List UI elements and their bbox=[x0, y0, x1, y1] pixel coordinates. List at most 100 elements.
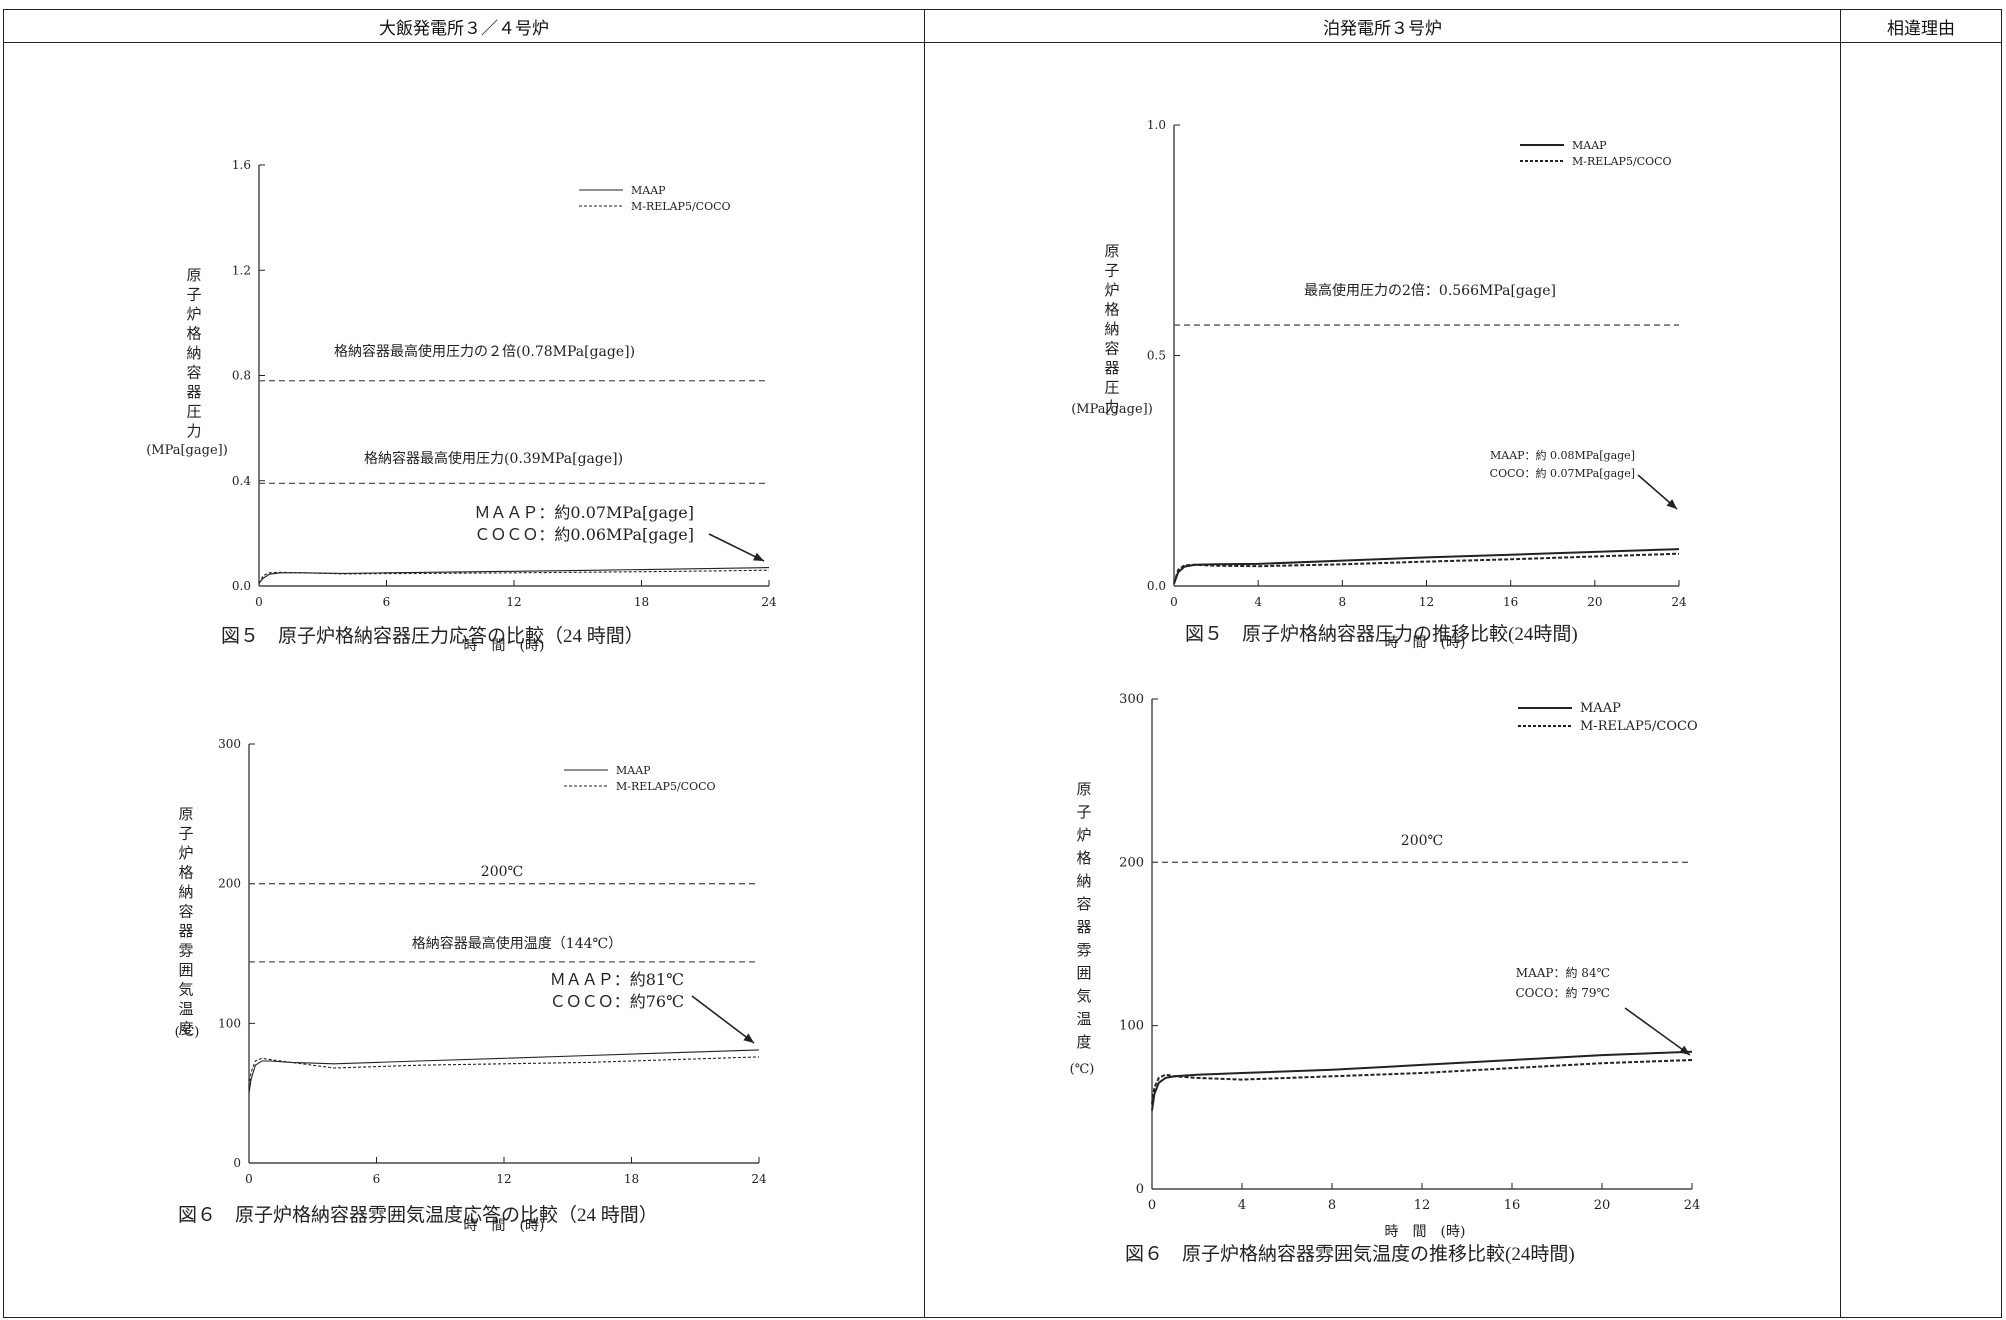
series-line-maap bbox=[258, 567, 770, 584]
x-tick-label: 12 bbox=[506, 595, 521, 609]
y-tick-label: 1.0 bbox=[1147, 118, 1166, 132]
annotation-label: ＭＡＡＰ：約0.07MPa[gage] bbox=[474, 503, 694, 522]
y-axis-label-char: 容 bbox=[178, 903, 193, 921]
y-axis-label-char: 容 bbox=[186, 364, 201, 382]
annotation-label: COCO：約 79℃ bbox=[1515, 985, 1610, 1000]
y-tick-label: 200 bbox=[218, 877, 241, 891]
x-tick-label: 18 bbox=[634, 595, 649, 609]
x-tick-label: 16 bbox=[1503, 595, 1518, 609]
annotation-label: ＭＡＡＰ：約81℃ bbox=[550, 970, 684, 989]
x-tick-label: 16 bbox=[1504, 1198, 1521, 1213]
y-axis-unit: (MPa[gage]) bbox=[146, 443, 228, 458]
y-axis-label-char: 子 bbox=[1076, 803, 1091, 821]
header-reason: 相違理由 bbox=[1840, 9, 2002, 43]
series-line-maap bbox=[248, 1049, 760, 1094]
header-tomari: 泊発電所３号炉 bbox=[924, 9, 1841, 43]
y-axis-label-char: 格 bbox=[1104, 301, 1119, 319]
x-tick-label: 0 bbox=[1148, 1198, 1156, 1213]
x-tick-label: 12 bbox=[1419, 595, 1434, 609]
y-axis-label-char: 炉 bbox=[1076, 826, 1091, 844]
x-tick-label: 24 bbox=[751, 1172, 767, 1186]
reference-line-label: 200℃ bbox=[481, 864, 523, 880]
annotation-label: MAAP：約 0.08MPa[gage] bbox=[1490, 448, 1635, 462]
y-axis-label-char: 原 bbox=[1076, 780, 1091, 798]
chart-ohi-pressure: 0.0 0.4 0.8 1.2 1.6 0 6 12 18 24 格納容器最高使用圧力の２倍(0.7… bbox=[146, 158, 777, 654]
y-axis-label-char: 原 bbox=[186, 266, 201, 284]
x-tick-label: 8 bbox=[1339, 595, 1347, 609]
annotation-label: MAAP：約 84℃ bbox=[1516, 965, 1610, 980]
legend-label: M-RELAP5/COCO bbox=[1572, 155, 1672, 168]
series-line-coco bbox=[258, 569, 770, 584]
y-tick-label: 0.5 bbox=[1147, 349, 1166, 363]
y-tick-label: 0.0 bbox=[1147, 579, 1166, 593]
y-tick-label: 0.4 bbox=[232, 474, 251, 488]
y-axis-unit: (℃) bbox=[175, 1025, 200, 1040]
y-axis-label-char: 器 bbox=[1104, 359, 1119, 377]
annotation-arrow-head bbox=[1666, 499, 1677, 509]
series-line-maap bbox=[1151, 1050, 1693, 1111]
y-tick-label: 0 bbox=[1136, 1182, 1144, 1197]
x-tick-label: 0 bbox=[255, 595, 263, 609]
y-tick-label: 200 bbox=[1119, 855, 1144, 870]
y-axis-label-char: 雰 bbox=[178, 942, 193, 960]
y-tick-label: 0.8 bbox=[232, 369, 251, 383]
x-tick-label: 4 bbox=[1238, 1198, 1246, 1213]
y-axis-label-char: 度 bbox=[178, 1020, 193, 1038]
annotation-arrow-head bbox=[1679, 1045, 1690, 1055]
header-ohi: 大飯発電所３／４号炉 bbox=[3, 9, 925, 43]
legend-label: M-RELAP5/COCO bbox=[631, 200, 731, 213]
y-axis-label-char: 力 bbox=[186, 422, 201, 440]
annotation-arrow-line bbox=[1624, 1007, 1691, 1056]
series-line-coco bbox=[248, 1056, 760, 1087]
y-axis-label-char: 容 bbox=[1076, 895, 1091, 913]
y-axis-label-char: 納 bbox=[1076, 872, 1091, 890]
cell-tomari: 0.0 0.5 1.0 0 4 8 12 16 20 24 最高使用圧力の2倍：0.566MPa[g… bbox=[924, 42, 1841, 1318]
y-tick-label: 300 bbox=[218, 737, 241, 751]
y-axis-label-char: 炉 bbox=[1104, 281, 1119, 299]
legend-label: M-RELAP5/COCO bbox=[616, 780, 716, 793]
y-axis-label-char: 納 bbox=[1104, 320, 1119, 338]
y-axis-label-char: 炉 bbox=[178, 844, 193, 862]
y-axis-label-char: 雰 bbox=[1076, 941, 1091, 959]
y-axis-unit: (℃) bbox=[1070, 1062, 1095, 1077]
y-axis-label-char: 気 bbox=[178, 981, 193, 999]
y-axis-label-char: 容 bbox=[1104, 340, 1119, 358]
x-tick-label: 4 bbox=[1254, 595, 1262, 609]
y-axis-label-char: 納 bbox=[186, 344, 201, 362]
reference-line-label: 格納容器最高使用圧力の２倍(0.78MPa[gage]) bbox=[334, 343, 635, 360]
y-axis-label-char: 度 bbox=[1076, 1033, 1091, 1051]
y-tick-label: 1.2 bbox=[232, 263, 251, 277]
reference-line-label: 格納容器最高使用圧力(0.39MPa[gage]) bbox=[364, 450, 623, 467]
annotation-arrow-head bbox=[753, 552, 764, 561]
x-tick-label: 20 bbox=[1594, 1198, 1611, 1213]
caption-fig5-left: 図５ 原子炉格納容器圧力応答の比較（24 時間） bbox=[221, 626, 644, 647]
y-axis-label-char: 温 bbox=[178, 1000, 193, 1018]
y-axis-label-char: 力 bbox=[1104, 398, 1119, 416]
y-axis-label-char: 格 bbox=[178, 864, 193, 882]
chart-tomari-temperature: 0 100 200 300 0 4 8 12 16 20 24 200℃ MAAP M-RELAP5/CO… bbox=[1070, 692, 1701, 1240]
series-line-coco bbox=[1151, 1059, 1693, 1105]
y-tick-label: 1.6 bbox=[232, 158, 251, 172]
y-tick-label: 100 bbox=[1119, 1019, 1144, 1034]
annotation-arrow-head bbox=[743, 1033, 754, 1043]
legend-label: MAAP bbox=[631, 184, 666, 197]
x-tick-label: 24 bbox=[1671, 595, 1687, 609]
x-tick-label: 6 bbox=[383, 595, 391, 609]
y-axis-label-char: 温 bbox=[1076, 1010, 1091, 1028]
caption-fig6-right: 図６ 原子炉格納容器雰囲気温度の推移比較(24時間) bbox=[1125, 1244, 1575, 1265]
reference-line-label: 格納容器最高使用温度（144℃） bbox=[412, 935, 622, 952]
y-tick-label: 300 bbox=[1119, 692, 1144, 707]
y-axis-label-char: 囲 bbox=[178, 961, 193, 979]
y-axis-label-char: 器 bbox=[1076, 918, 1091, 936]
series-line-maap bbox=[1173, 548, 1680, 585]
y-tick-label: 100 bbox=[218, 1016, 241, 1030]
x-tick-label: 8 bbox=[1328, 1198, 1336, 1213]
y-axis-label-char: 子 bbox=[186, 286, 201, 304]
legend-label: MAAP bbox=[1580, 701, 1621, 716]
reference-line-label: 最高使用圧力の2倍：0.566MPa[gage] bbox=[1304, 282, 1556, 299]
cell-reason bbox=[1840, 42, 2002, 1318]
x-axis-label: 時 間 (時) bbox=[464, 1218, 545, 1234]
annotation-arrow-line bbox=[708, 533, 765, 562]
y-axis-label-char: 囲 bbox=[1076, 964, 1091, 982]
x-tick-label: 18 bbox=[624, 1172, 639, 1186]
